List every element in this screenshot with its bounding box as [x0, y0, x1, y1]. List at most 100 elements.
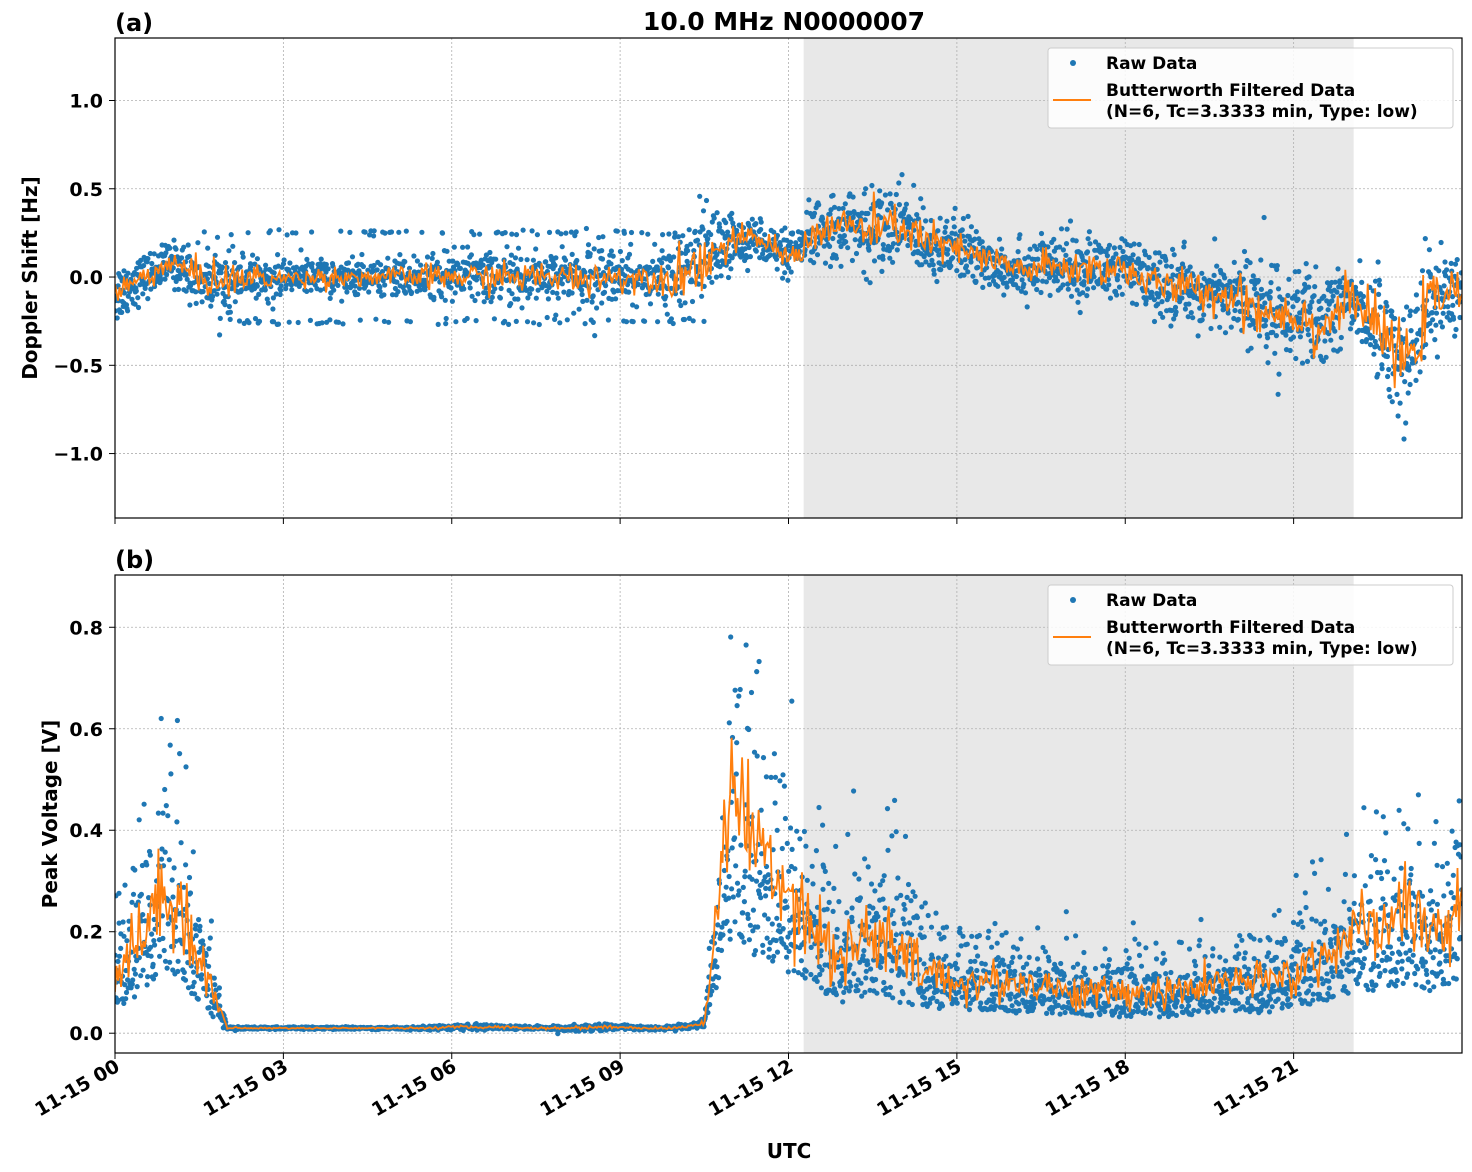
raw-data-point: [922, 900, 928, 906]
raw-data-point: [880, 896, 886, 902]
raw-data-point: [678, 302, 684, 309]
raw-data-point: [1433, 322, 1439, 328]
raw-data-point: [782, 270, 788, 276]
raw-data-point: [169, 877, 175, 883]
raw-data-point: [841, 233, 848, 239]
raw-data-point: [1287, 347, 1293, 354]
raw-data-point: [1168, 263, 1174, 270]
raw-data-point: [218, 270, 224, 276]
raw-data-point: [1275, 286, 1282, 292]
raw-data-point: [759, 851, 765, 857]
raw-data-point: [275, 252, 281, 258]
raw-data-point: [478, 257, 484, 263]
raw-data-point: [563, 230, 569, 236]
raw-data-point: [834, 934, 840, 940]
raw-data-point: [721, 893, 727, 899]
raw-data-point: [726, 895, 732, 901]
raw-data-point: [666, 231, 672, 237]
raw-data-point: [159, 846, 165, 852]
raw-data-point: [899, 172, 905, 178]
raw-data-point: [1173, 309, 1179, 315]
y-tick-label: 0.4: [69, 820, 103, 842]
raw-data-point: [954, 268, 960, 274]
raw-data-point: [790, 230, 796, 236]
raw-data-point: [1335, 266, 1341, 272]
raw-data-point: [732, 687, 738, 693]
raw-data-point: [863, 975, 869, 981]
raw-data-point: [665, 265, 672, 271]
raw-data-point: [628, 229, 635, 236]
y-axis-label: Doppler Shift [Hz]: [18, 176, 42, 380]
raw-data-point: [667, 258, 674, 264]
raw-data-point: [318, 287, 324, 293]
raw-data-point: [1095, 281, 1101, 287]
raw-data-point: [921, 254, 927, 260]
raw-data-point: [614, 228, 621, 234]
raw-data-point: [579, 291, 585, 298]
raw-data-point: [706, 274, 712, 281]
raw-data-point: [576, 306, 582, 312]
raw-data-point: [751, 749, 758, 755]
raw-data-point: [429, 255, 435, 261]
raw-data-point: [140, 967, 146, 973]
raw-data-point: [1364, 337, 1370, 343]
raw-data-point: [1414, 306, 1420, 312]
raw-data-point: [865, 210, 871, 217]
raw-data-point: [371, 262, 377, 269]
raw-data-point: [746, 244, 752, 251]
raw-data-point: [443, 315, 449, 322]
raw-data-point: [1404, 304, 1410, 310]
raw-data-point: [362, 229, 368, 235]
raw-data-point: [554, 290, 560, 296]
raw-data-point: [1021, 281, 1027, 287]
raw-data-point: [788, 239, 794, 245]
raw-data-point: [771, 751, 778, 757]
raw-data-point: [979, 239, 985, 245]
raw-data-point: [779, 845, 785, 852]
raw-data-point: [686, 227, 692, 233]
raw-data-point: [1407, 308, 1414, 314]
raw-data-point: [264, 296, 270, 302]
raw-data-point: [489, 294, 495, 300]
raw-data-point: [785, 277, 791, 283]
raw-data-point: [226, 248, 232, 254]
raw-data-point: [170, 967, 176, 973]
raw-data-point: [1060, 282, 1066, 288]
raw-data-point: [396, 229, 402, 235]
raw-data-point: [630, 319, 636, 325]
raw-data-point: [1458, 270, 1462, 276]
raw-data-point: [962, 257, 968, 263]
raw-data-point: [1338, 334, 1344, 341]
raw-data-point: [879, 955, 885, 961]
raw-data-point: [998, 270, 1004, 276]
raw-data-point: [183, 271, 189, 278]
raw-data-point: [116, 890, 122, 896]
raw-data-point: [125, 270, 131, 276]
raw-data-point: [590, 293, 596, 299]
raw-data-point: [216, 992, 222, 998]
raw-data-point: [1299, 360, 1306, 366]
raw-data-point: [1013, 273, 1020, 280]
raw-data-point: [335, 319, 342, 325]
raw-data-point: [183, 288, 189, 294]
raw-data-point: [1297, 316, 1303, 322]
raw-data-point: [157, 953, 163, 959]
raw-data-point: [859, 210, 865, 216]
raw-data-point: [732, 835, 738, 841]
raw-data-point: [559, 281, 565, 287]
raw-data-point: [183, 862, 189, 868]
raw-data-point: [662, 302, 668, 308]
raw-data-point: [655, 291, 661, 297]
raw-data-point: [1170, 246, 1176, 252]
raw-data-point: [173, 246, 179, 252]
raw-data-point: [493, 256, 499, 262]
raw-data-point: [544, 314, 550, 321]
raw-data-point: [743, 642, 749, 648]
raw-data-point: [582, 269, 588, 275]
raw-data-point: [770, 958, 776, 964]
raw-data-point: [171, 237, 177, 243]
raw-data-point: [749, 216, 755, 222]
raw-data-point: [385, 255, 391, 261]
raw-data-point: [386, 319, 392, 325]
